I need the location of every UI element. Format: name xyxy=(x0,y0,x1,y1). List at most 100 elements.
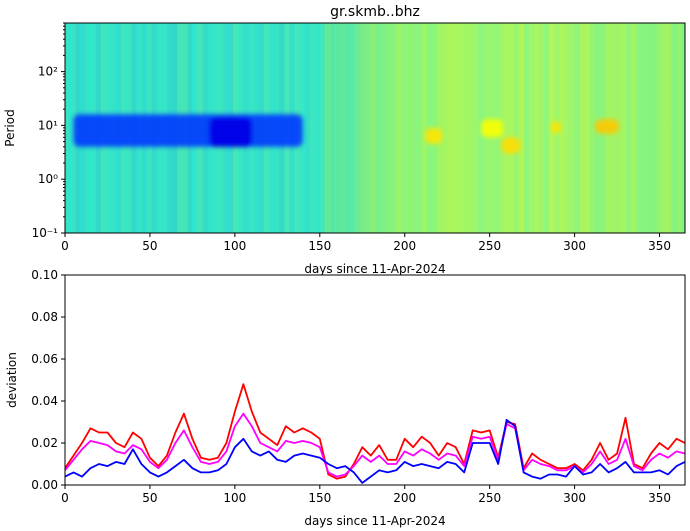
heatmap-stripe xyxy=(335,23,341,233)
line-y-axis: 0.00 0.02 0.04 0.06 0.08 0.10 xyxy=(31,268,65,492)
x-tick-label: 350 xyxy=(648,491,671,505)
heatmap-stripe xyxy=(411,23,418,233)
heatmap-stripe xyxy=(70,23,76,233)
x-tick-label: 0 xyxy=(61,239,69,253)
heatmap-stripe xyxy=(437,23,443,233)
series-lines xyxy=(65,383,685,484)
heatmap-stripe xyxy=(442,23,448,233)
heatmap-stripe xyxy=(559,23,565,233)
heatmap-region xyxy=(501,137,521,154)
heatmap-stripe xyxy=(360,23,367,233)
heatmap-stripe xyxy=(564,23,570,233)
heatmap-stripe xyxy=(386,23,392,233)
heatmap-stripe xyxy=(401,23,407,233)
heatmap-y-axis: 10⁻¹ 10⁰ 10¹ 10² xyxy=(32,22,65,240)
heatmap-stripe xyxy=(508,23,514,233)
heatmap-stripe xyxy=(676,23,683,233)
heatmap-stripe xyxy=(625,23,632,233)
heatmap-stripe xyxy=(447,23,453,233)
heatmap-stripe xyxy=(528,23,535,233)
x-tick-label: 150 xyxy=(308,239,331,253)
y-tick-label: 0.06 xyxy=(31,352,58,366)
heatmap-x-axis: 0 50 100 150 200 250 300 350 xyxy=(61,233,671,253)
heatmap-stripe xyxy=(370,23,377,233)
x-tick-label: 300 xyxy=(563,491,586,505)
heatmap-region xyxy=(73,114,303,147)
heatmap-stripe xyxy=(391,23,397,233)
heatmap-stripe xyxy=(518,23,525,233)
y-tick-label: 10⁻¹ xyxy=(32,226,59,240)
heatmap-region xyxy=(594,119,619,134)
heatmap-stripe xyxy=(503,23,509,233)
heatmap-stripe xyxy=(462,23,469,233)
heatmap-stripe xyxy=(533,23,540,233)
y-tick-label: 0.08 xyxy=(31,310,58,324)
x-tick-label: 200 xyxy=(393,239,416,253)
line-plot xyxy=(65,383,685,484)
y-tick-label: 0.10 xyxy=(31,268,58,282)
heatmap-stripe xyxy=(406,23,413,233)
heatmap-stripe xyxy=(365,23,372,233)
heatmap-x-label: days since 11-Apr-2024 xyxy=(304,262,445,276)
heatmap-stripe xyxy=(309,23,316,233)
heatmap-stripe xyxy=(467,23,474,233)
y-tick-label: 10² xyxy=(38,65,58,79)
heatmap-stripe xyxy=(375,23,382,233)
x-tick-label: 100 xyxy=(223,491,246,505)
series-line-3 xyxy=(65,418,685,484)
heatmap-region xyxy=(481,119,504,138)
heatmap-stripe xyxy=(523,23,530,233)
x-tick-label: 50 xyxy=(142,239,157,253)
x-tick-label: 300 xyxy=(563,239,586,253)
heatmap-stripe xyxy=(324,23,331,233)
heatmap-y-label: Period xyxy=(3,109,17,146)
heatmap-stripe xyxy=(538,23,545,233)
y-tick-label: 0.02 xyxy=(31,436,58,450)
x-tick-label: 250 xyxy=(478,239,501,253)
heatmap-stripe xyxy=(681,23,685,233)
y-tick-label: 10¹ xyxy=(38,118,58,132)
heatmap-stripe xyxy=(666,23,672,233)
heatmap-stripe xyxy=(426,23,433,233)
heatmap-stripe xyxy=(635,23,642,233)
heatmap-stripe xyxy=(350,23,356,233)
heatmap-stripe xyxy=(380,23,387,233)
heatmap-region xyxy=(550,121,561,134)
heatmap-stripe xyxy=(579,23,586,233)
heatmap-stripe xyxy=(569,23,576,233)
x-tick-label: 150 xyxy=(308,491,331,505)
heatmap-region xyxy=(209,117,252,147)
heatmap-stripe xyxy=(396,23,402,233)
line-frame xyxy=(64,274,686,486)
heatmap-stripe xyxy=(355,23,362,233)
heatmap-stripe xyxy=(513,23,520,233)
heatmap-stripe xyxy=(472,23,479,233)
heatmap-stripe xyxy=(421,23,428,233)
x-tick-label: 0 xyxy=(61,491,69,505)
x-tick-label: 50 xyxy=(142,491,157,505)
heatmap-stripe xyxy=(65,23,71,233)
heatmap-title: gr.skmb..bhz xyxy=(330,4,420,20)
heatmap-stripe xyxy=(630,23,637,233)
line-x-axis: 0 50 100 150 200 250 300 350 xyxy=(61,485,671,505)
line-x-label: days since 11-Apr-2024 xyxy=(304,514,445,528)
heatmap-stripe xyxy=(452,23,458,233)
heatmap-regions xyxy=(73,114,619,154)
y-tick-label: 0.00 xyxy=(31,478,58,492)
series-line-2 xyxy=(65,412,685,478)
heatmap-stripe xyxy=(640,23,647,233)
y-tick-label: 0.04 xyxy=(31,394,58,408)
line-y-label: deviation xyxy=(5,352,19,408)
heatmap-stripe xyxy=(314,23,321,233)
heatmap-stripe xyxy=(584,23,591,233)
heatmap-stripe xyxy=(544,23,550,233)
heatmap-stripe xyxy=(620,23,627,233)
series-line-1 xyxy=(65,383,685,480)
heatmap-stripe xyxy=(661,23,667,233)
x-tick-label: 200 xyxy=(393,491,416,505)
heatmap-stripe xyxy=(304,23,311,233)
heatmap-stripe xyxy=(329,23,336,233)
heatmap-stripe xyxy=(340,23,346,233)
heatmap-stripe xyxy=(477,23,484,233)
